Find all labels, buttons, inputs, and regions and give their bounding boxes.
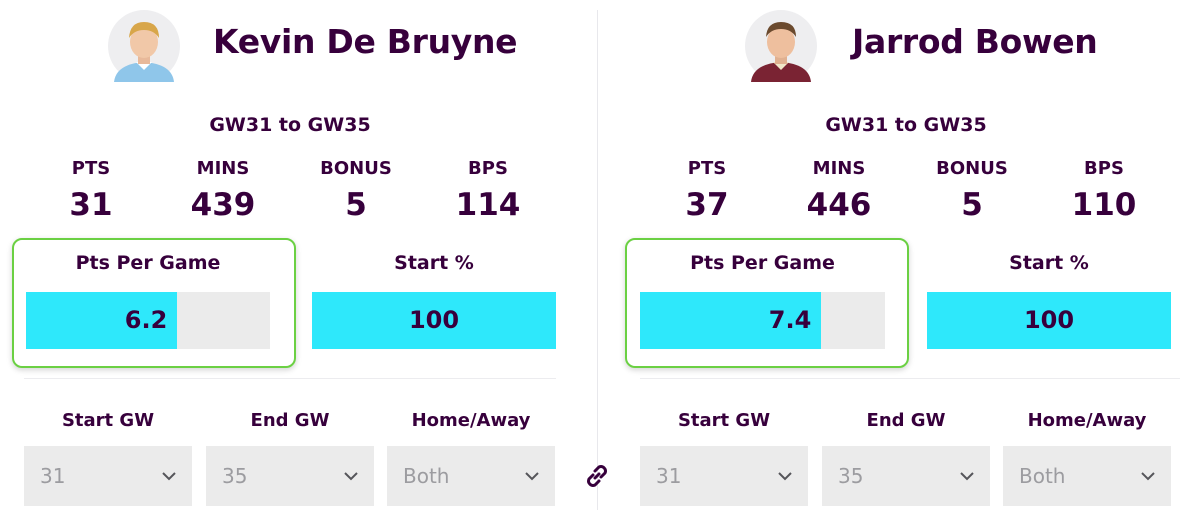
start-pct-bar-fill bbox=[312, 292, 556, 349]
chevron-down-icon bbox=[960, 472, 974, 481]
start-pct-value: 100 bbox=[408, 306, 460, 334]
stat-value: 5 bbox=[961, 187, 983, 223]
start-gw-value: 31 bbox=[40, 464, 66, 488]
start-pct-bar: 100 bbox=[312, 292, 556, 349]
panel-divider bbox=[597, 10, 598, 510]
stat-label: MINS bbox=[812, 158, 866, 179]
stat-bps: BPS 110 bbox=[1044, 158, 1164, 223]
stat-value: 5 bbox=[345, 187, 367, 223]
stat-bonus: BONUS 5 bbox=[296, 158, 416, 223]
pts-per-game-bar-fill bbox=[26, 292, 178, 349]
chevron-down-icon bbox=[778, 472, 792, 481]
section-divider bbox=[640, 378, 1180, 379]
end-gw-select[interactable]: 35 bbox=[822, 446, 990, 506]
start-pct-value: 100 bbox=[1023, 306, 1075, 334]
pts-per-game-label: Pts Per Game bbox=[690, 252, 835, 274]
pts-per-game-label: Pts Per Game bbox=[75, 252, 221, 274]
player-avatar-icon bbox=[745, 10, 817, 82]
start-gw-value: 31 bbox=[656, 464, 682, 488]
start-gw-label: Start GW bbox=[61, 410, 155, 431]
player-name: Jarrod Bowen bbox=[852, 22, 1098, 61]
stat-label: BONUS bbox=[936, 158, 1008, 179]
start-pct-label: Start % bbox=[394, 252, 474, 274]
section-divider bbox=[24, 378, 556, 379]
pts-per-game-bar-fill bbox=[640, 292, 822, 349]
pts-per-game-bar: 6.2 bbox=[26, 292, 270, 349]
end-gw-label: End GW bbox=[250, 410, 330, 431]
player-name: Kevin De Bruyne bbox=[213, 22, 518, 61]
end-gw-value: 35 bbox=[222, 464, 248, 488]
start-gw-select[interactable]: 31 bbox=[24, 446, 192, 506]
stat-value: 439 bbox=[190, 187, 256, 223]
link-icon[interactable] bbox=[581, 460, 613, 492]
stat-mins: MINS 446 bbox=[779, 158, 899, 223]
player-panel-right: Jarrod Bowen GW31 to GW35 PTS 37 MINS 44… bbox=[616, 0, 1180, 519]
stat-mins: MINS 439 bbox=[163, 158, 283, 223]
end-gw-select[interactable]: 35 bbox=[206, 446, 374, 506]
start-pct-bar-fill bbox=[927, 292, 1171, 349]
stat-label: PTS bbox=[71, 158, 111, 179]
chevron-down-icon bbox=[1141, 472, 1155, 481]
stat-label: MINS bbox=[196, 158, 250, 179]
stat-value: 114 bbox=[455, 187, 521, 223]
stat-bps: BPS 114 bbox=[428, 158, 548, 223]
pts-per-game-highlight bbox=[625, 238, 909, 368]
stat-pts: PTS 31 bbox=[31, 158, 151, 223]
home-away-value: Both bbox=[1019, 464, 1066, 488]
pts-per-game-highlight bbox=[12, 238, 296, 368]
end-gw-value: 35 bbox=[838, 464, 864, 488]
pts-per-game-value: 6.2 bbox=[124, 306, 168, 334]
start-gw-select[interactable]: 31 bbox=[640, 446, 808, 506]
stat-label: PTS bbox=[687, 158, 727, 179]
stat-label: BPS bbox=[1084, 158, 1124, 179]
chevron-down-icon bbox=[162, 472, 176, 481]
stat-label: BPS bbox=[468, 158, 508, 179]
home-away-value: Both bbox=[403, 464, 450, 488]
player-panel-left: Kevin De Bruyne GW31 to GW35 PTS 31 MINS… bbox=[0, 0, 560, 519]
stat-bonus: BONUS 5 bbox=[912, 158, 1032, 223]
gameweek-range: GW31 to GW35 bbox=[209, 114, 371, 136]
stat-value: 446 bbox=[806, 187, 872, 223]
stat-pts: PTS 37 bbox=[647, 158, 767, 223]
stat-value: 37 bbox=[685, 187, 729, 223]
pts-per-game-value: 7.4 bbox=[768, 306, 812, 334]
home-away-label: Home/Away bbox=[1027, 410, 1147, 431]
chevron-down-icon bbox=[525, 472, 539, 481]
player-avatar-icon bbox=[108, 10, 180, 82]
start-gw-label: Start GW bbox=[677, 410, 771, 431]
start-pct-label: Start % bbox=[1009, 252, 1089, 274]
home-away-label: Home/Away bbox=[411, 410, 531, 431]
start-pct-bar: 100 bbox=[927, 292, 1171, 349]
home-away-select[interactable]: Both bbox=[387, 446, 555, 506]
home-away-select[interactable]: Both bbox=[1003, 446, 1171, 506]
chevron-down-icon bbox=[344, 472, 358, 481]
end-gw-label: End GW bbox=[866, 410, 946, 431]
stat-value: 110 bbox=[1071, 187, 1137, 223]
stat-label: BONUS bbox=[320, 158, 392, 179]
gameweek-range: GW31 to GW35 bbox=[825, 114, 987, 136]
stat-value: 31 bbox=[69, 187, 113, 223]
pts-per-game-bar: 7.4 bbox=[640, 292, 885, 349]
